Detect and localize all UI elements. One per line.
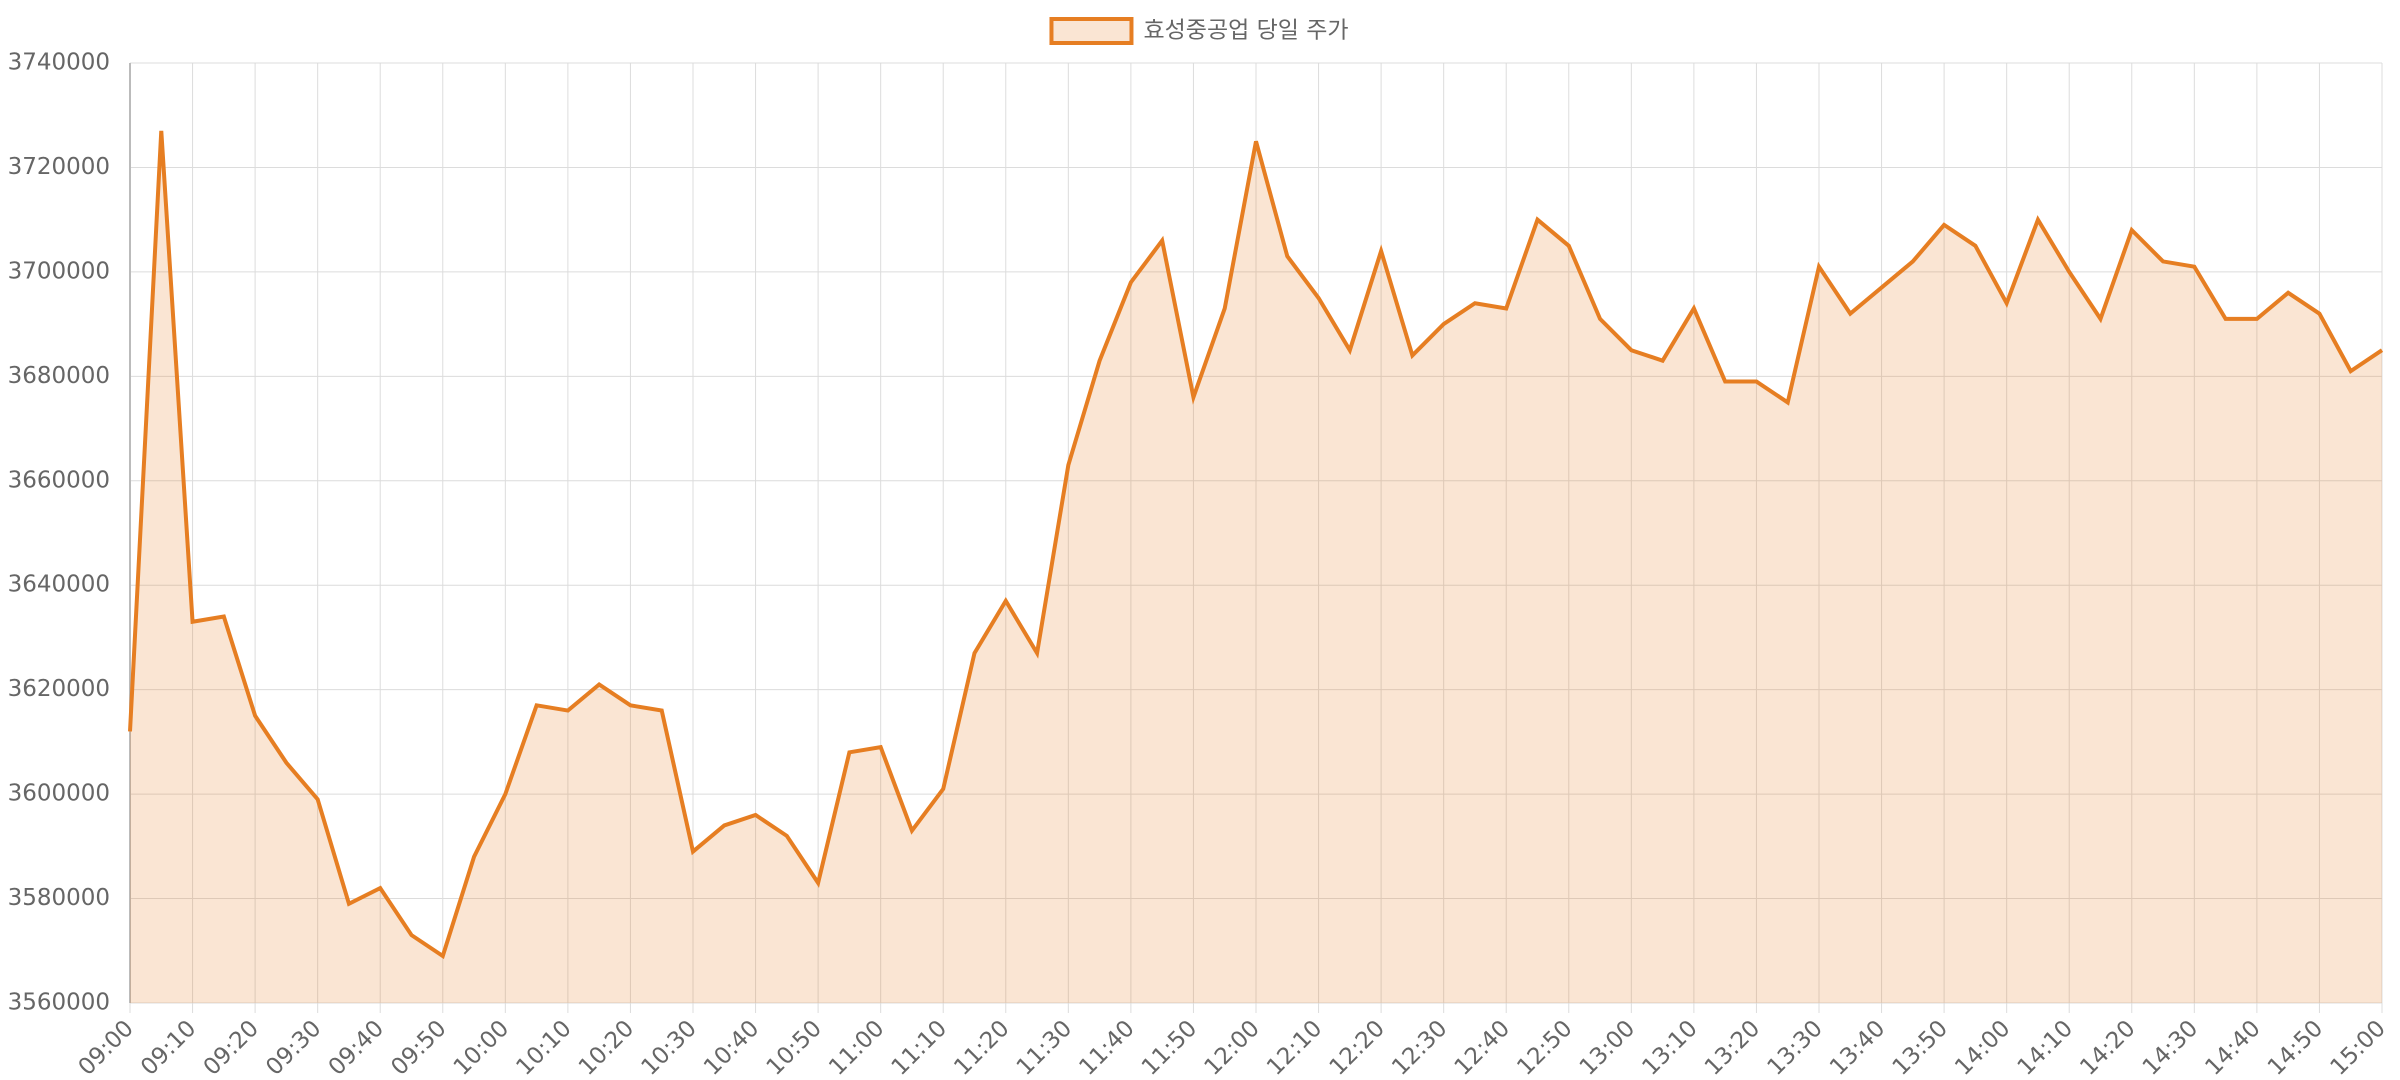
y-tick-label: 3680000 (8, 363, 110, 389)
x-tick-label: 09:30 (261, 1015, 326, 1080)
x-tick-label: 14:10 (2013, 1015, 2078, 1080)
y-tick-label: 3580000 (8, 885, 110, 911)
y-tick-label: 3740000 (8, 50, 110, 76)
x-tick-label: 13:40 (1825, 1015, 1890, 1080)
x-tick-label: 11:20 (949, 1015, 1014, 1080)
y-tick-label: 3640000 (8, 572, 110, 598)
x-tick-label: 11:10 (887, 1015, 952, 1080)
x-tick-label: 10:20 (574, 1015, 639, 1080)
legend-label: 효성중공업 당일 주가 (1143, 18, 1348, 44)
x-tick-label: 14:20 (2075, 1015, 2140, 1080)
x-tick-label: 11:40 (1074, 1015, 1139, 1080)
y-tick-label: 3660000 (8, 467, 110, 493)
x-tick-label: 09:00 (74, 1015, 139, 1080)
y-tick-label: 3720000 (8, 154, 110, 180)
x-tick-label: 10:50 (762, 1015, 827, 1080)
x-tick-label: 13:30 (1763, 1015, 1828, 1080)
legend-swatch (1049, 17, 1134, 45)
x-tick-label: 13:50 (1888, 1015, 1953, 1080)
x-tick-label: 13:20 (1700, 1015, 1765, 1080)
x-tick-label: 12:40 (1450, 1015, 1515, 1080)
x-tick-label: 14:50 (2263, 1015, 2328, 1080)
x-tick-label: 10:00 (449, 1015, 514, 1080)
y-tick-label: 3700000 (8, 258, 110, 284)
x-tick-label: 12:20 (1325, 1015, 1390, 1080)
x-tick-label: 09:10 (136, 1015, 201, 1080)
x-tick-label: 10:40 (699, 1015, 764, 1080)
x-tick-label: 09:40 (324, 1015, 389, 1080)
x-tick-label: 11:50 (1137, 1015, 1202, 1080)
y-tick-label: 3600000 (8, 781, 110, 807)
x-tick-label: 13:10 (1637, 1015, 1702, 1080)
x-tick-label: 09:50 (386, 1015, 451, 1080)
x-tick-label: 14:00 (1950, 1015, 2015, 1080)
x-tick-label: 12:10 (1262, 1015, 1327, 1080)
x-tick-label: 10:30 (637, 1015, 702, 1080)
x-tick-label: 12:00 (1200, 1015, 1265, 1080)
x-tick-label: 12:30 (1387, 1015, 1452, 1080)
x-tick-label: 13:00 (1575, 1015, 1640, 1080)
x-tick-label: 10:10 (511, 1015, 576, 1080)
x-tick-label: 14:30 (2138, 1015, 2203, 1080)
y-tick-label: 3620000 (8, 676, 110, 702)
x-tick-label: 09:20 (199, 1015, 264, 1080)
x-tick-label: 11:30 (1012, 1015, 1077, 1080)
line (128, 130, 2384, 960)
y-tick-label: 3560000 (8, 990, 110, 1016)
x-tick-label: 15:00 (2326, 1015, 2391, 1080)
x-tick-label: 14:40 (2200, 1015, 2265, 1080)
area (130, 130, 2382, 1003)
x-tick-label: 11:00 (824, 1015, 889, 1080)
x-tick-label: 12:50 (1512, 1015, 1577, 1080)
